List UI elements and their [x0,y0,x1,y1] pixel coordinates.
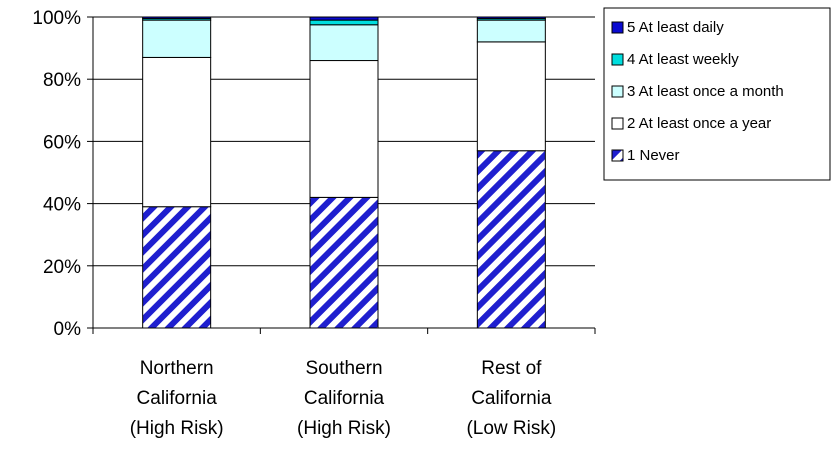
y-tick-label: 60% [43,132,81,153]
legend-swatch [611,117,624,130]
bar-segment [309,19,379,26]
x-category-label: Southern [305,358,382,379]
x-category-label: California [304,388,385,409]
x-category-label: (High Risk) [297,418,391,439]
legend: 5 At least daily 4 At least weekly 3 At le… [603,7,831,181]
legend-swatch [611,85,624,98]
x-category-label: California [137,388,218,409]
bar-segment [476,41,546,152]
bar-segment [142,56,212,208]
x-category-label: Northern [140,358,214,379]
bar-segment [476,150,546,329]
legend-swatch [611,21,624,34]
y-tick-label: 80% [43,70,81,91]
legend-label: 3 At least once a month [627,83,784,100]
y-tick-label: 100% [32,8,81,29]
x-category-label: (High Risk) [130,418,224,439]
x-category-label: (Low Risk) [466,418,556,439]
y-tick-label: 0% [54,319,82,340]
legend-swatch [611,53,624,66]
legend-label: 4 At least weekly [627,51,739,68]
bar-segment [476,19,546,43]
y-tick-label: 40% [43,195,81,216]
bar-segment [142,206,212,329]
y-tick-label: 20% [43,257,81,278]
legend-label: 5 At least daily [627,19,724,36]
legend-label: 2 At least once a year [627,115,771,132]
bar-segment [309,196,379,329]
bar-segment [476,16,546,20]
legend-box [603,7,831,181]
bars [142,16,546,329]
bar-segment [309,60,379,198]
axes: 0% 20% 40% 60% 80% 100% Northern California (Hig… [32,8,596,439]
x-category-label: Rest of [481,358,542,379]
bar-segment [309,24,379,62]
x-category-label: California [471,388,552,409]
bar-segment [142,16,212,20]
bar-segment [142,19,212,58]
legend-swatch [611,149,624,162]
bar-segment [309,16,379,21]
legend-label: 1 Never [627,147,680,164]
